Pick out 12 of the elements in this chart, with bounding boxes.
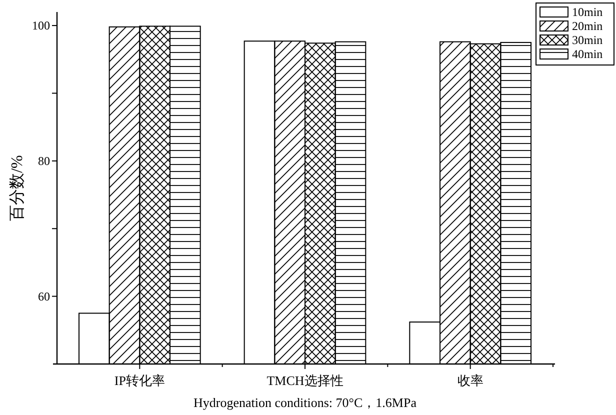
legend-label: 40min [572,47,603,62]
y-tick-label: 100 [32,18,50,33]
legend-label: 20min [572,19,603,34]
y-tick-label: 80 [38,154,50,168]
x-axis-title: Hydrogenation conditions: 70°C，1.6MPa [194,395,417,410]
x-tick-label: 收率 [457,373,484,388]
legend-label: 30min [572,33,603,48]
x-tick-label: IP转化率 [114,373,165,388]
legend-label: 10min [572,5,603,20]
x-tick-label: TMCH选择性 [266,373,344,388]
y-tick-label: 60 [38,290,50,304]
y-axis-title: 百分数/% [9,155,26,221]
